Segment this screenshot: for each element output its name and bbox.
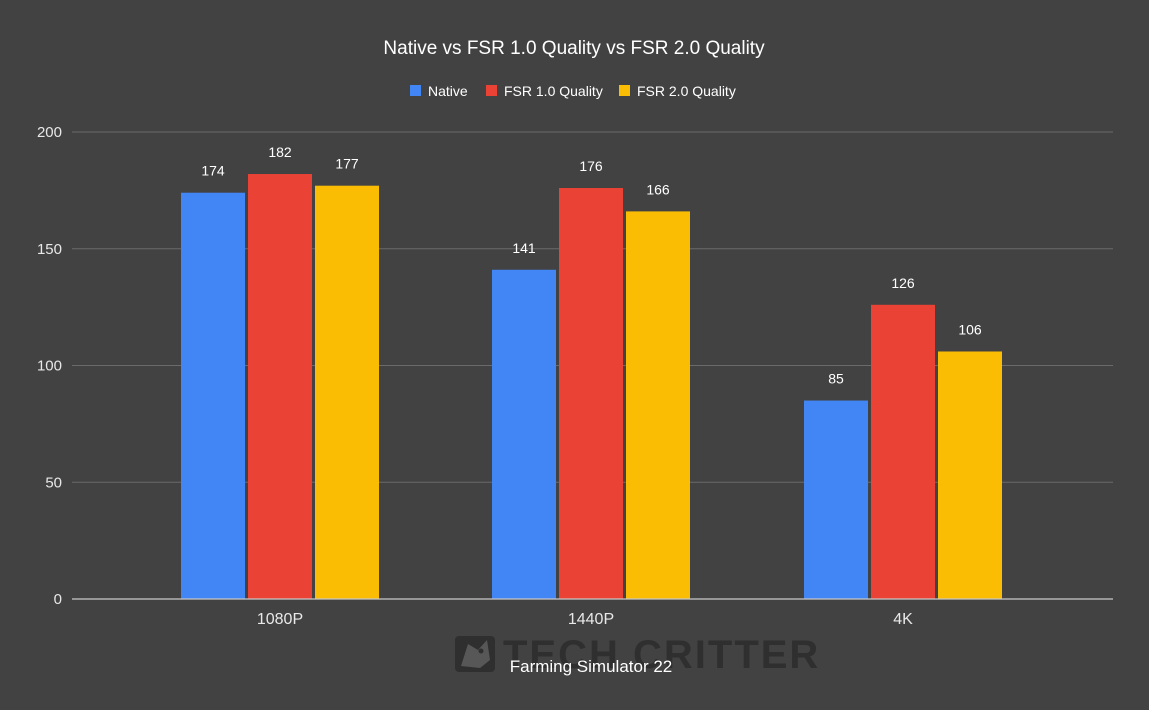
y-tick-label: 150 — [37, 241, 62, 258]
chart-title: Native vs FSR 1.0 Quality vs FSR 2.0 Qua… — [383, 38, 765, 59]
bars — [181, 174, 1002, 600]
y-tick-label: 50 — [45, 474, 62, 491]
legend: Native FSR 1.0 Quality FSR 2.0 Quality — [410, 83, 736, 99]
bar — [315, 185, 379, 599]
legend-label: Native — [428, 83, 468, 99]
bar — [181, 192, 245, 599]
legend-swatch — [486, 85, 497, 96]
y-tick-label: 100 — [37, 358, 62, 375]
legend-swatch — [619, 85, 630, 96]
data-label: 126 — [891, 275, 915, 291]
x-tick-label: 1080P — [257, 611, 303, 628]
data-label: 106 — [958, 321, 982, 337]
legend-label: FSR 1.0 Quality — [504, 83, 603, 99]
bar — [871, 304, 935, 599]
data-label: 141 — [512, 240, 536, 256]
data-label: 166 — [646, 181, 670, 197]
x-axis-ticks: 1080P 1440P 4K — [257, 611, 913, 628]
bar — [492, 269, 556, 599]
bar — [938, 351, 1002, 599]
bar — [559, 188, 623, 600]
data-label: 174 — [201, 163, 225, 179]
x-tick-label: 1440P — [568, 611, 614, 628]
y-tick-label: 200 — [37, 124, 62, 141]
y-axis-ticks: 0 50 100 150 200 — [37, 124, 62, 608]
data-label: 177 — [335, 156, 359, 172]
bar — [804, 400, 868, 599]
x-tick-label: 4K — [893, 611, 913, 628]
legend-label: FSR 2.0 Quality — [637, 83, 736, 99]
watermark-text: TECH CRITTER — [503, 633, 820, 677]
watermark: TECH CRITTER — [455, 633, 820, 677]
legend-item: FSR 2.0 Quality — [619, 83, 736, 99]
legend-item: FSR 1.0 Quality — [486, 83, 603, 99]
data-labels: 174 182 177 141 176 166 85 126 106 — [201, 144, 982, 386]
bar — [626, 211, 690, 599]
legend-swatch — [410, 85, 421, 96]
bar — [248, 174, 312, 599]
data-label: 85 — [828, 371, 844, 387]
y-tick-label: 0 — [54, 591, 62, 608]
data-label: 176 — [579, 158, 603, 174]
x-axis-label: Farming Simulator 22 — [510, 657, 673, 676]
critter-logo-icon — [455, 636, 495, 672]
legend-item: Native — [410, 83, 468, 99]
data-label: 182 — [268, 144, 292, 160]
